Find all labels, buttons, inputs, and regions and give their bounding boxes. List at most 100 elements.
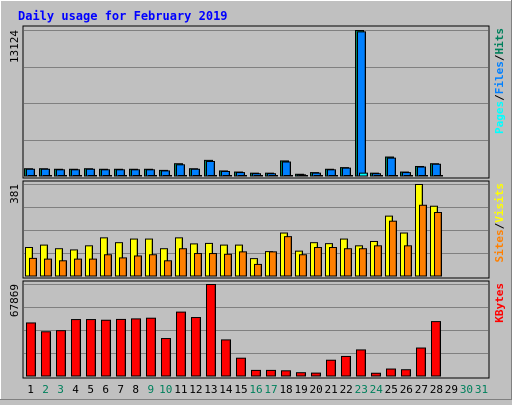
bar-pages-day-4	[73, 175, 82, 177]
legend-separator: /	[493, 54, 506, 61]
bar-kbytes-day-14	[221, 339, 231, 377]
panel-visits-sites: 381 Sites/Visits	[8, 180, 506, 279]
x-tick-label-day-30: 30	[460, 383, 473, 396]
bar-pages-day-24	[374, 175, 383, 177]
bar-pages-day-3	[58, 175, 67, 177]
bar-kbytes-day-12	[191, 317, 201, 377]
bar-sites-day-13	[209, 253, 217, 277]
panel-legend: Sites/Visits	[493, 183, 506, 263]
panel-frame	[22, 280, 490, 379]
x-tick-label-day-26: 26	[400, 383, 413, 396]
bar-sites-day-4	[74, 258, 82, 277]
bar-sites-day-5	[89, 258, 97, 277]
x-tick-label-day-3: 3	[57, 383, 64, 396]
bar-kbytes-day-11	[176, 311, 186, 377]
bar-kbytes-day-18	[281, 370, 291, 377]
bar-pages-day-25	[389, 175, 398, 177]
x-tick-label-day-15: 15	[234, 383, 247, 396]
bar-sites-day-17	[269, 251, 277, 277]
bar-kbytes-day-10	[161, 338, 171, 377]
bar-kbytes-day-23	[356, 349, 366, 377]
bar-sites-day-18	[284, 236, 292, 277]
bar-kbytes-day-6	[101, 319, 111, 377]
bar-pages-day-19	[299, 175, 308, 177]
x-tick-label-day-7: 7	[117, 383, 124, 396]
legend-separator: /	[493, 222, 506, 229]
bar-kbytes-day-22	[341, 355, 351, 377]
panel-kbytes: 67869 KBytes	[8, 280, 506, 379]
panel-max-label: 13124	[8, 30, 21, 63]
bar-pages-day-15	[238, 175, 247, 177]
legend-entry: Files	[493, 61, 506, 94]
x-tick-label-day-17: 17	[264, 383, 277, 396]
x-tick-label-day-28: 28	[430, 383, 443, 396]
bar-sites-day-8	[134, 255, 142, 277]
panel-max-label: 381	[8, 184, 21, 204]
x-tick-label-day-6: 6	[102, 383, 109, 396]
legend-entry: Sites	[493, 229, 506, 262]
bar-sites-day-24	[374, 245, 382, 277]
bar-pages-day-27	[419, 175, 428, 177]
bar-pages-day-13	[208, 175, 217, 177]
x-tick-label-day-21: 21	[325, 383, 338, 396]
bar-sites-day-21	[329, 247, 337, 277]
x-tick-label-day-11: 11	[174, 383, 187, 396]
bar-pages-day-18	[284, 175, 293, 177]
bar-kbytes-day-1	[26, 322, 36, 377]
legend-entry: KBytes	[493, 283, 506, 323]
x-tick-label-day-20: 20	[310, 383, 323, 396]
bar-kbytes-day-9	[146, 317, 156, 377]
bar-pages-day-1	[28, 175, 37, 177]
bar-sites-day-9	[149, 254, 157, 277]
bar-pages-day-5	[88, 175, 97, 177]
bar-sites-day-27	[419, 204, 427, 277]
bar-sites-day-12	[194, 253, 202, 277]
bar-pages-day-9	[148, 175, 157, 177]
bar-pages-day-23	[359, 172, 368, 177]
x-tick-label-day-23: 23	[355, 383, 368, 396]
bar-pages-day-21	[329, 175, 338, 177]
panel-legend: Pages/Files/Hits	[493, 28, 506, 134]
bar-pages-day-12	[193, 175, 202, 177]
bar-kbytes-day-21	[326, 359, 336, 377]
bar-kbytes-day-17	[266, 369, 276, 377]
x-tick-label-day-18: 18	[279, 383, 292, 396]
legend-entry: Hits	[493, 28, 506, 55]
bar-sites-day-26	[404, 245, 412, 277]
bar-pages-day-20	[314, 175, 323, 177]
bar-pages-day-17	[269, 175, 278, 177]
legend-entry: Pages	[493, 101, 506, 134]
x-tick-label-day-13: 13	[204, 383, 217, 396]
bar-kbytes-day-7	[116, 318, 126, 377]
chart-title: Daily usage for February 2019	[18, 9, 228, 23]
x-tick-label-day-10: 10	[159, 383, 172, 396]
x-tick-label-day-31: 31	[475, 383, 488, 396]
bar-pages-day-7	[118, 175, 127, 177]
bar-kbytes-day-28	[431, 321, 441, 377]
legend-entry: Visits	[493, 183, 506, 223]
bar-sites-day-6	[104, 254, 112, 277]
bar-pages-day-8	[133, 175, 142, 177]
bar-kbytes-day-26	[401, 369, 411, 377]
x-tick-label-day-4: 4	[72, 383, 79, 396]
bar-sites-day-1	[29, 257, 37, 277]
bar-kbytes-day-25	[386, 368, 396, 377]
bar-sites-day-7	[119, 257, 127, 277]
bar-sites-day-14	[224, 253, 232, 277]
x-tick-label-day-25: 25	[385, 383, 398, 396]
bar-sites-day-25	[389, 220, 397, 277]
x-tick-label-day-27: 27	[415, 383, 428, 396]
bar-sites-day-10	[164, 260, 172, 277]
bar-pages-day-28	[434, 175, 443, 177]
x-tick-label-day-1: 1	[27, 383, 34, 396]
x-tick-label-day-9: 9	[147, 383, 154, 396]
bar-pages-day-14	[223, 175, 232, 177]
bar-sites-day-28	[434, 212, 442, 277]
bar-kbytes-day-16	[251, 369, 261, 377]
bar-sites-day-20	[314, 247, 322, 277]
bar-sites-day-23	[359, 248, 367, 277]
bar-pages-day-6	[103, 175, 112, 177]
